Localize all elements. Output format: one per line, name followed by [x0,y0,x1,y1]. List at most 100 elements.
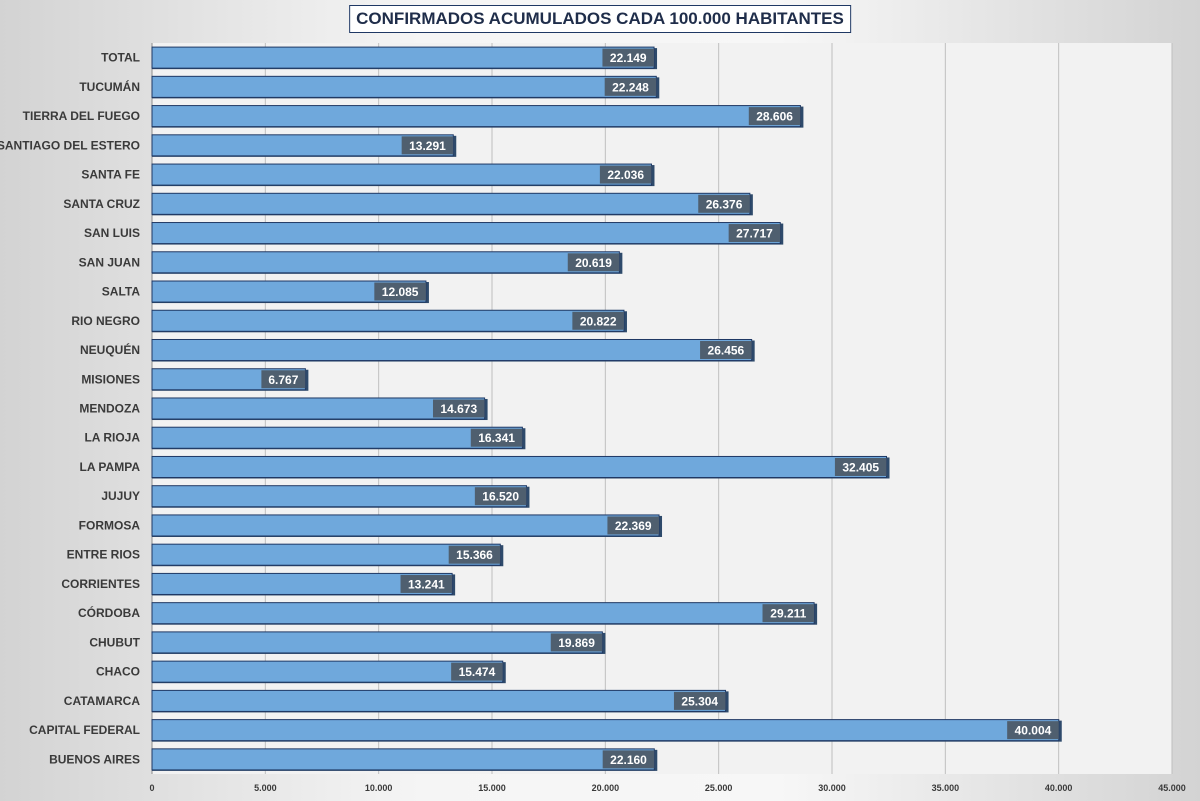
x-tick-label: 10.000 [365,783,393,793]
data-label-bg [599,165,652,184]
data-label: 15.474 [459,665,496,679]
data-label-bg [1007,721,1059,740]
data-label-bg [451,662,503,681]
data-label-bg [401,136,454,155]
category-label: CATAMARCA [64,694,141,708]
data-label-bg [604,77,657,96]
category-label: TIERRA DEL FUEGO [23,109,140,123]
category-label: CHUBUT [89,635,140,649]
category-label: SANTA CRUZ [63,197,140,211]
data-label-bg [567,253,620,272]
category-label: SAN JUAN [79,255,140,269]
category-label: MENDOZA [79,402,140,416]
data-label: 20.822 [580,314,617,328]
data-label-bg [834,457,887,476]
bar [151,222,781,245]
data-label-bg [607,516,660,535]
category-label: CAPITAL FEDERAL [29,723,140,737]
bar [151,748,655,771]
bar [151,602,815,625]
data-label-bg [762,604,815,623]
bar [151,631,603,654]
category-label: CÓRDOBA [78,605,140,620]
category-label: BUENOS AIRES [49,752,140,766]
category-label: LA PAMPA [80,460,141,474]
data-label-bg [470,428,523,447]
data-label-bg [602,750,655,769]
data-label: 22.160 [610,753,647,767]
data-label-bg [550,633,603,652]
bar [151,689,727,712]
data-label-bg [748,107,801,126]
category-label: TUCUMÁN [79,79,140,94]
bar [151,192,751,215]
data-label: 27.717 [736,227,773,241]
data-label-bg [673,691,726,710]
data-label: 16.520 [482,490,519,504]
data-label-bg [728,224,781,243]
data-label: 20.619 [575,256,612,270]
category-label: FORMOSA [79,518,141,532]
bar [151,543,501,566]
x-tick-label: 45.000 [1158,783,1186,793]
data-label-bg [700,341,752,360]
data-label-bg [261,370,306,389]
data-label: 12.085 [382,285,419,299]
category-label: SAN LUIS [84,226,140,240]
bar [151,660,504,683]
data-label-bg [474,487,527,506]
bar [151,251,620,274]
bar [151,309,625,332]
category-label: LA RIOJA [84,431,140,445]
bar [151,426,523,449]
bar [151,514,660,537]
data-label: 25.304 [681,694,718,708]
category-label: ENTRE RIOS [67,548,140,562]
category-label: MISIONES [81,372,140,386]
category-label: CHACO [96,665,140,679]
category-label: JUJUY [101,489,140,503]
data-label: 13.241 [408,577,445,591]
category-label: NEUQUÉN [80,342,140,357]
data-label-bg [432,399,485,418]
data-label: 19.869 [558,636,595,650]
bar [151,105,801,128]
category-label: SANTA FE [81,168,140,182]
category-label: SALTA [102,285,141,299]
data-label: 26.456 [708,344,745,358]
data-label: 29.211 [770,607,806,621]
x-tick-label: 25.000 [705,783,733,793]
category-label: TOTAL [101,51,140,65]
bar [151,46,655,69]
bar [151,338,753,362]
data-label: 26.376 [706,197,743,211]
data-label: 40.004 [1015,724,1052,738]
x-tick-label: 40.000 [1045,783,1073,793]
data-label: 14.673 [440,402,477,416]
x-tick-label: 30.000 [818,783,846,793]
data-label: 22.036 [607,168,644,182]
data-label: 16.341 [478,431,515,445]
data-label-bg [602,48,655,67]
data-label: 13.291 [409,139,446,153]
data-label-bg [400,574,453,593]
category-label: CORRIENTES [61,577,140,591]
data-label: 32.405 [842,460,879,474]
data-label: 22.248 [612,80,649,94]
data-label: 22.369 [615,519,652,533]
x-tick-label: 15.000 [478,783,506,793]
x-tick-label: 5.000 [254,783,277,793]
x-tick-label: 0 [149,783,154,793]
bar [151,719,1060,742]
data-label-bg [374,282,426,301]
data-label: 22.149 [610,51,647,65]
chart-title: CONFIRMADOS ACUMULADOS CADA 100.000 HABI… [349,5,851,33]
x-tick-label: 20.000 [592,783,620,793]
data-label: 15.366 [456,548,493,562]
data-label-bg [698,194,750,213]
x-tick-label: 35.000 [932,783,960,793]
bar [151,163,652,186]
category-label: SANTIAGO DEL ESTERO [0,138,140,152]
bar [151,485,527,508]
